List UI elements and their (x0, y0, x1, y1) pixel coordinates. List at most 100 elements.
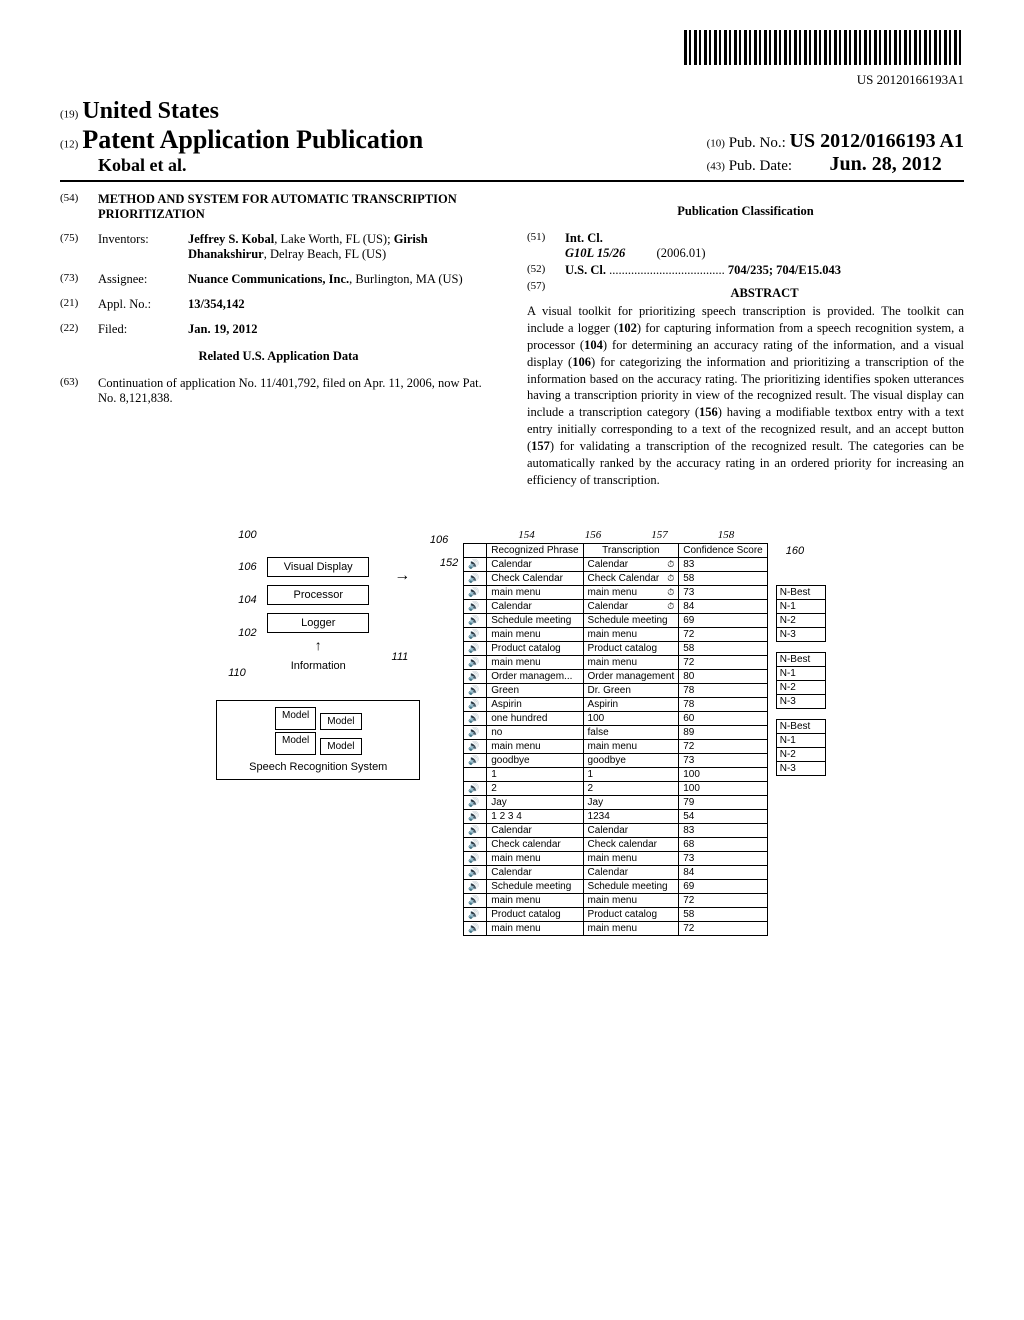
speaker-icon (464, 753, 487, 767)
transcription-cell: Calendar (583, 557, 679, 571)
recognized-cell: main menu (487, 585, 583, 599)
right-column: Publication Classification (51) Int. Cl.… (527, 192, 964, 489)
confidence-cell: 73 (679, 753, 768, 767)
ref-157: 157 (651, 529, 668, 541)
speaker-icon (464, 795, 487, 809)
speaker-icon (464, 683, 487, 697)
table-row: main menumain menu73 (464, 585, 768, 599)
nbest-row: N-1 (777, 667, 825, 681)
invention-title: METHOD AND SYSTEM FOR AUTOMATIC TRANSCRI… (98, 192, 497, 222)
confidence-cell: 73 (679, 585, 768, 599)
pubno-label: Pub. No.: (729, 135, 786, 151)
speaker-icon (464, 697, 487, 711)
ref-111: 111 (392, 651, 409, 663)
recognized-cell: main menu (487, 655, 583, 669)
recognized-cell: Aspirin (487, 697, 583, 711)
speaker-icon (464, 879, 487, 893)
confidence-cell: 78 (679, 697, 768, 711)
table-row: CalendarCalendar83 (464, 823, 768, 837)
speaker-icon (464, 893, 487, 907)
transcription-cell: Aspirin (583, 697, 679, 711)
confidence-cell: 54 (679, 809, 768, 823)
header-row: (19) United States (12) Patent Applicati… (60, 98, 964, 182)
code-21: (21) (60, 297, 88, 312)
related-data-title: Related U.S. Application Data (60, 349, 497, 364)
transcription-cell: 1 (583, 767, 679, 781)
recognized-cell: main menu (487, 851, 583, 865)
transcription-cell: false (583, 725, 679, 739)
filed-body: Jan. 19, 2012 (188, 322, 257, 337)
recognized-cell: Order managem... (487, 669, 583, 683)
ref-110: 110 (228, 667, 246, 679)
nbest-row: N-2 (777, 681, 825, 695)
transcription-cell: Schedule meeting (583, 613, 679, 627)
transcription-cell: Check Calendar (583, 571, 679, 585)
uscl-dots: ..................................... (609, 263, 725, 277)
barcode-region (60, 30, 964, 70)
ref-154: 154 (518, 529, 535, 541)
speaker-icon (464, 907, 487, 921)
code-73: (73) (60, 272, 88, 287)
header-right: (10) Pub. No.: US 2012/0166193 A1 (43) P… (707, 130, 964, 176)
recognized-cell: goodbye (487, 753, 583, 767)
speaker-icon (464, 767, 487, 781)
confidence-cell: 72 (679, 739, 768, 753)
speaker-icon (464, 557, 487, 571)
recognized-cell: Check calendar (487, 837, 583, 851)
table-row: CalendarCalendar83 (464, 557, 768, 571)
transcription-cell: main menu (583, 627, 679, 641)
figure-area: 100 106 152 106 Visual Display → 104 Pro… (60, 529, 964, 936)
confidence-cell: 72 (679, 893, 768, 907)
code-54: (54) (60, 192, 88, 222)
applno-body: 13/354,142 (188, 297, 245, 312)
confidence-cell: 83 (679, 557, 768, 571)
recognized-cell: one hundred (487, 711, 583, 725)
code-52: (52) (527, 263, 555, 278)
transcription-cell: Product catalog (583, 907, 679, 921)
ref-106a: 106 (430, 534, 448, 546)
recognized-cell: Calendar (487, 599, 583, 613)
transcription-cell: main menu (583, 739, 679, 753)
transcription-cell: main menu (583, 851, 679, 865)
speaker-icon (464, 739, 487, 753)
table-row: main menumain menu72 (464, 893, 768, 907)
publication-type: Patent Application Publication (82, 125, 423, 154)
confidence-cell: 69 (679, 613, 768, 627)
nbest-row: N-3 (777, 695, 825, 708)
speaker-icon (464, 655, 487, 669)
nbest-stack: 160 N-Best N-1 N-2 N-3 N-Best N-1 N-2 N-… (776, 563, 826, 776)
recognized-cell: Green (487, 683, 583, 697)
recognized-cell: main menu (487, 739, 583, 753)
code-51: (51) (527, 231, 555, 261)
table-row: CalendarCalendar84 (464, 599, 768, 613)
table-row: JayJay79 (464, 795, 768, 809)
model-box: Model (320, 738, 361, 755)
nbest-row: N-1 (777, 600, 825, 614)
speaker-icon (464, 851, 487, 865)
callout-labels: 154 156 157 158 (518, 529, 826, 541)
ref-102: 102 (238, 627, 256, 639)
confidence-cell: 100 (679, 781, 768, 795)
label-43: (43) (707, 161, 725, 173)
recognized-cell: 2 (487, 781, 583, 795)
confidence-cell: 84 (679, 599, 768, 613)
table-row: GreenDr. Green78 (464, 683, 768, 697)
recognized-cell: no (487, 725, 583, 739)
transcription-table: Recognized Phrase Transcription Confiden… (463, 543, 768, 936)
code-22: (22) (60, 322, 88, 337)
header-left: (19) United States (12) Patent Applicati… (60, 98, 423, 176)
abstract-title: ABSTRACT (565, 286, 964, 301)
confidence-cell: 58 (679, 907, 768, 921)
confidence-cell: 79 (679, 795, 768, 809)
inventors-label: Inventors: (98, 232, 178, 262)
abstract-body: A visual toolkit for prioritizing speech… (527, 303, 964, 489)
pubdate-label: Pub. Date: (729, 158, 792, 174)
confidence-cell: 83 (679, 823, 768, 837)
intcl-year: (2006.01) (657, 246, 706, 260)
table-row: 11100 (464, 767, 768, 781)
recognized-cell: main menu (487, 921, 583, 935)
nbest-box: N-Best N-1 N-2 N-3 (776, 585, 826, 642)
nbest-row: N-1 (777, 734, 825, 748)
patent-page: US 20120166193A1 (19) United States (12)… (0, 0, 1024, 966)
col-confidence: Confidence Score (679, 543, 768, 557)
